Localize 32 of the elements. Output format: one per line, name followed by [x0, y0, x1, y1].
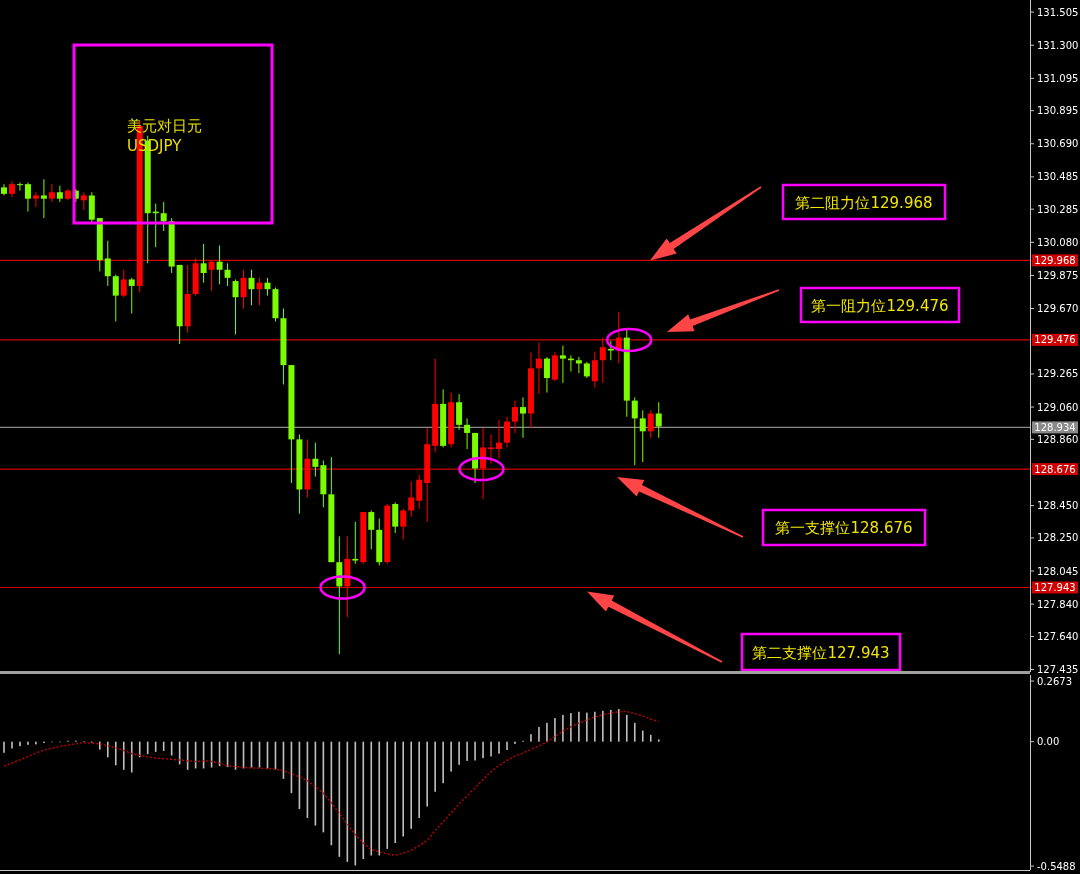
annotation: 第二支撑位127.943 — [752, 643, 890, 662]
y-tick-label: 128.450 — [1037, 500, 1079, 512]
annotation: 第一支撑位128.676 — [775, 519, 913, 537]
y-tick-label: 129.060 — [1037, 401, 1079, 413]
y-tick-label: 127.435 — [1037, 664, 1079, 676]
y-tick-label: 131.300 — [1037, 39, 1079, 51]
y-tick-label: 130.485 — [1037, 171, 1079, 183]
ref-line-label: 127.943 — [1034, 582, 1076, 594]
y-tick-label: 128.860 — [1037, 433, 1079, 445]
annotation: 第二阻力位129.968 — [795, 193, 933, 212]
y-tick-label: 131.505 — [1037, 6, 1079, 18]
y-tick-label: 128.045 — [1037, 565, 1079, 577]
y-tick-label: -0.5488 — [1037, 860, 1076, 872]
y-tick-label: 130.285 — [1037, 203, 1079, 215]
ref-line-label: 128.934 — [1034, 421, 1076, 433]
y-tick-label: 0.2673 — [1037, 675, 1072, 687]
annotation: 第一阻力位129.476 — [811, 296, 949, 315]
y-tick-label: 130.080 — [1037, 236, 1079, 248]
y-tick-label: 130.690 — [1037, 138, 1079, 150]
y-tick-label: 129.265 — [1037, 368, 1079, 380]
y-tick-label: 128.250 — [1037, 532, 1079, 544]
ref-line-label: 129.968 — [1034, 254, 1076, 266]
y-tick-label: 0.00 — [1037, 736, 1060, 748]
y-tick-label: 127.840 — [1037, 598, 1079, 610]
y-tick-label: 130.895 — [1037, 105, 1079, 117]
ref-line-label: 129.476 — [1034, 334, 1076, 346]
y-tick-label: 127.640 — [1037, 630, 1079, 642]
line-series — [3, 710, 660, 856]
ref-line-label: 128.676 — [1034, 463, 1076, 475]
y-tick-label: 129.670 — [1037, 303, 1079, 315]
y-tick-label: 129.875 — [1037, 269, 1079, 281]
y-tick-label: 131.095 — [1037, 72, 1079, 84]
